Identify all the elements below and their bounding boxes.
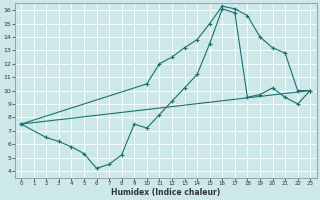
X-axis label: Humidex (Indice chaleur): Humidex (Indice chaleur) xyxy=(111,188,220,197)
